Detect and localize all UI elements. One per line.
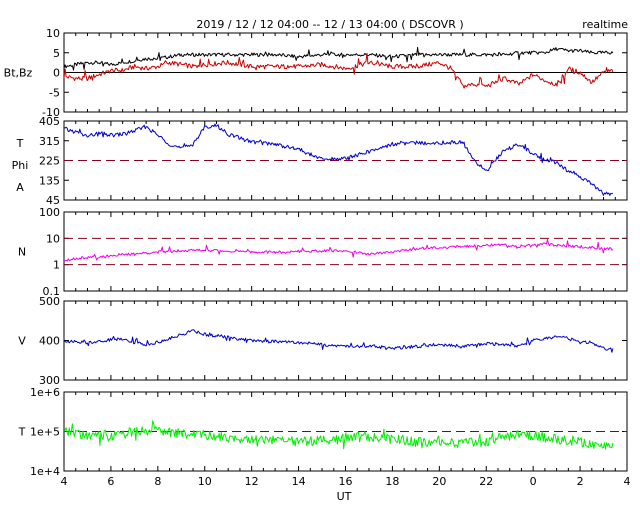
y-tick-label: 405 (39, 115, 60, 128)
x-axis: 4 6 8 10 12 14 16 18 20 22 0 2 4 (61, 475, 631, 488)
series-n-line (64, 239, 614, 262)
y-tick-label: -10 (42, 106, 60, 119)
y-axis-label: Phi (12, 159, 29, 172)
x-tick-label: 18 (385, 475, 399, 488)
panel-density: 100 10 1 0.1 N (18, 206, 628, 298)
y-tick-label: 400 (39, 335, 60, 348)
trace-group (64, 123, 614, 196)
series-phi-line (64, 123, 614, 196)
y-tick-label: 315 (39, 135, 60, 148)
trace-group (64, 239, 614, 262)
y-tick-label: 300 (39, 374, 60, 387)
y-tick-label: 10 (46, 27, 60, 40)
y-tick-label: 0.1 (43, 285, 61, 298)
panel-speed: 500 400 300 V (18, 295, 628, 387)
y-axis-label: V (18, 335, 26, 348)
panel-frame (63, 211, 628, 292)
x-axis-label: UT (337, 490, 352, 503)
y-tick-label: 135 (39, 174, 60, 187)
x-tick-label: 0 (530, 475, 537, 488)
y-tick-label: 45 (46, 194, 60, 207)
x-tick-label: 6 (107, 475, 114, 488)
x-tick-label: 14 (292, 475, 306, 488)
x-tick-label: 10 (198, 475, 212, 488)
panels-group: 1050-5-10Bt,Bz40531522513545TPhiA1001010… (4, 27, 628, 478)
x-tick-label: 12 (245, 475, 259, 488)
x-tick-label: 22 (479, 475, 493, 488)
y-axis-label: Bt,Bz (4, 67, 33, 80)
x-tick-label: 8 (154, 475, 161, 488)
trace-group (64, 329, 614, 353)
series-bz-line (64, 52, 614, 89)
y-axis-label: T (16, 137, 24, 150)
y-axis-label: N (18, 246, 26, 259)
y-tick-label: 1e+6 (30, 386, 60, 399)
panel-frame (63, 300, 628, 381)
x-tick-label: 20 (432, 475, 446, 488)
y-tick-label: 1 (53, 259, 60, 272)
series-bt-line (64, 46, 614, 71)
panel-angles: 405 315 225 135 45 T Phi A (12, 115, 628, 207)
series-t-line (64, 420, 614, 450)
x-tick-label: 16 (339, 475, 353, 488)
y-tick-label: 225 (39, 155, 60, 168)
y-tick-label: 100 (39, 206, 60, 219)
y-tick-label: 1e+5 (30, 426, 60, 439)
y-tick-label: 0 (53, 67, 60, 80)
panel-temperature: 1e+6 1e+5 1e+4 T (18, 386, 628, 478)
trace-group (64, 420, 614, 450)
x-tick-label: 4 (61, 475, 68, 488)
chart-title: 2019 / 12 / 12 04:00 -- 12 / 13 04:00 ( … (196, 18, 463, 31)
panel-bfield: 10 5 0 -5 -10 Bt,Bz (4, 27, 628, 119)
series-v-line (64, 329, 614, 353)
realtime-badge: realtime (582, 18, 628, 31)
y-tick-label: 500 (39, 295, 60, 308)
trace-group (64, 46, 614, 89)
y-tick-label: 5 (53, 47, 60, 60)
y-axis-label: T (18, 426, 26, 439)
y-axis-label: A (16, 181, 24, 194)
y-tick-label: 10 (46, 232, 60, 245)
y-tick-label: -5 (49, 86, 60, 99)
y-tick-label: 1e+4 (30, 465, 60, 478)
x-tick-label: 2 (577, 475, 584, 488)
x-tick-label: 4 (624, 475, 631, 488)
